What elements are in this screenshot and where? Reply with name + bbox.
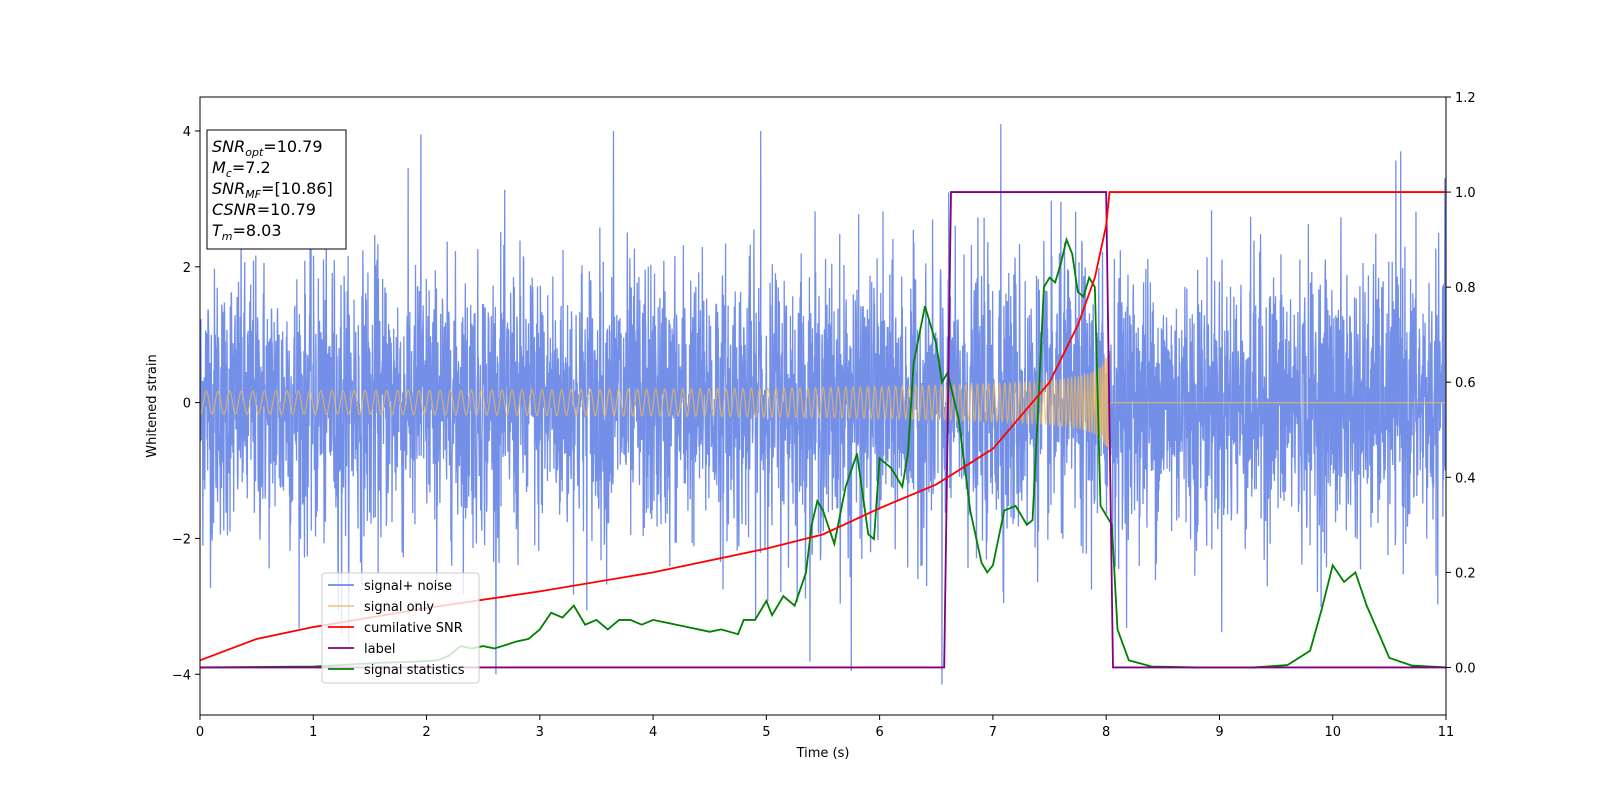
annotation-symbol: M	[212, 158, 226, 177]
annotation-symbol: CSNR	[212, 200, 257, 219]
x-tick-label: 3	[536, 725, 544, 740]
annotation-symbol: SNR	[212, 179, 245, 198]
annotation-subscript: opt	[245, 146, 264, 159]
y-tick-label: 0	[183, 397, 191, 412]
annotation-line: SNRMF=[10.86]	[212, 179, 333, 201]
x-tick-label: 0	[196, 725, 204, 740]
annotation-line: CSNR=10.79	[212, 200, 316, 219]
series-signal-statistics-line	[200, 236, 1446, 669]
annotation-line: Tm=8.03	[212, 221, 282, 243]
y-tick-label: −2	[172, 532, 191, 547]
x-axis-label: Time (s)	[796, 746, 850, 761]
legend-entry: signal statistics	[364, 663, 465, 678]
x-tick-label: 11	[1438, 725, 1455, 740]
x-tick-label: 4	[649, 725, 657, 740]
legend-entry: label	[364, 642, 395, 657]
annotation-subscript: c	[226, 167, 232, 180]
y2-tick-label: 0.8	[1455, 281, 1476, 296]
y-tick-label: −4	[172, 668, 191, 683]
x-tick-label: 10	[1324, 725, 1341, 740]
x-tick-label: 5	[762, 725, 770, 740]
annotation-value: =10.79	[257, 200, 316, 219]
annotation-box: SNRopt=10.79Mc=7.2SNRMF=[10.86]CSNR=10.7…	[206, 129, 347, 250]
x-tick-label: 9	[1215, 725, 1223, 740]
y2-tick-label: 1.2	[1455, 91, 1476, 106]
annotation-value: =7.2	[232, 158, 271, 177]
x-tick-label: 7	[989, 725, 997, 740]
plot-frame	[199, 96, 1447, 716]
y-tick-label: 4	[183, 125, 191, 140]
annotation-symbol: SNR	[212, 137, 245, 156]
legend: signal+ noise signal only cumilative SNR la…	[321, 572, 480, 684]
x-tick-label: 8	[1102, 725, 1110, 740]
annotation-subscript: MF	[245, 188, 261, 201]
series-signal-only-line	[200, 351, 1446, 451]
x-tick-label: 2	[422, 725, 430, 740]
legend-entry: signal only	[364, 600, 434, 615]
annotation-line: SNRopt=10.79	[212, 137, 323, 159]
annotation-subscript: m	[222, 230, 233, 243]
annotation-value: =10.79	[263, 137, 322, 156]
plot-area	[200, 124, 1446, 685]
y2-tick-label: 0.4	[1455, 471, 1476, 486]
annotation-value: =[10.86]	[261, 179, 333, 198]
y2-tick-label: 0.2	[1455, 566, 1476, 581]
y2-tick-label: 0.6	[1455, 376, 1476, 391]
series-group	[200, 124, 1446, 685]
legend-entry: cumilative SNR	[364, 621, 463, 636]
y-axis-label: Whitened strain	[145, 354, 160, 457]
legend-entry: signal+ noise	[364, 579, 452, 594]
y2-tick-label: 0.0	[1455, 661, 1476, 676]
x-tick-label: 6	[875, 725, 883, 740]
annotation-frame	[206, 129, 347, 250]
annotation-line: Mc=7.2	[212, 158, 271, 180]
legend-frame	[321, 572, 480, 684]
annotation-symbol: T	[212, 221, 223, 240]
x-tick-label: 1	[309, 725, 317, 740]
axes: 0 1 2 3 4 5 6 7 8 9 10 11 −4 −2 0 2 4 0.0 0.2 0.4 0.6 0.8 1.0 1…	[172, 91, 1476, 740]
y2-tick-label: 1.0	[1455, 186, 1476, 201]
series-label-line	[200, 191, 1446, 669]
annotation-value: =8.03	[233, 221, 282, 240]
y-tick-label: 2	[183, 261, 191, 276]
